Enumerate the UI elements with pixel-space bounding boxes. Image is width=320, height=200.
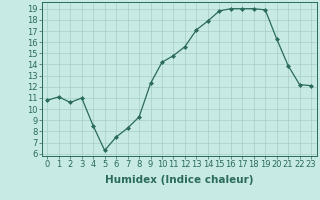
X-axis label: Humidex (Indice chaleur): Humidex (Indice chaleur) bbox=[105, 175, 253, 185]
